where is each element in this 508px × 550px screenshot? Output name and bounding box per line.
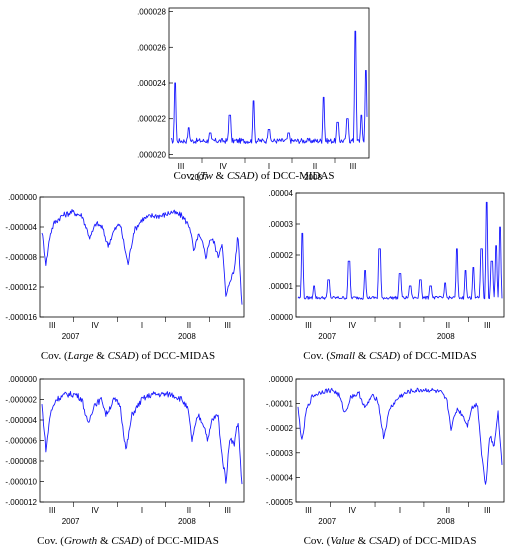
plot-frame [295,192,505,318]
panel-value: .00000 -.00001 -.00002 -.00003 -.00004 -.0000… [266,375,505,547]
chart-caption: Cov. (Large & CSAD) of DCC-MIDAS [41,350,215,362]
x-tick-label-quarter: I [399,506,401,515]
y-tick-label: -.00002 [266,424,294,433]
x-tick-label-year: 2007 [190,173,208,182]
x-tick-label-quarter: IV [91,506,99,515]
x-tick-label-quarter: III [484,506,491,515]
chart-caption: Cov. (Growth & CSAD) of DCC-MIDAS [37,535,219,547]
x-tick-label-quarter: III [49,321,56,330]
x-tick-label-quarter: IV [348,321,356,330]
x-tick-label-year: 2007 [318,517,336,526]
y-tick-label: .000028 [137,8,166,17]
y-tick-label: .00003 [269,220,294,229]
y-tick-label: -.000012 [5,498,37,507]
x-tick-label-quarter: IV [348,506,356,515]
y-tick-label: .000024 [137,79,166,88]
x-tick-label-quarter: III [305,506,312,515]
series-line-growth-csad [41,391,243,485]
x-tick-label-quarter: I [141,506,143,515]
x-tick-label-year: 2008 [178,332,196,341]
plot-frame [39,196,245,318]
y-tick-label: -.00004 [266,473,294,482]
y-tick-label: -.000002 [5,396,37,405]
y-tick-label: .000026 [137,43,166,52]
y-tick-label: -.000008 [5,457,37,466]
x-tick-label-quarter: IV [91,321,99,330]
x-tick-label-year: 2008 [178,517,196,526]
y-tick-label: -.00001 [266,400,294,409]
series-line-large-csad [41,208,243,305]
x-tick-label-quarter: III [224,506,231,515]
y-tick-label: -.000004 [5,416,37,425]
y-tick-label: .00000 [269,313,294,322]
y-axis-ticks: .000020 .000022 .000024 .000026 .000028 [137,8,173,159]
series-line-small-csad [297,201,503,300]
y-tick-label: -.000010 [5,478,37,487]
chart-caption: Cov. (Tw & CSAD) of DCC-MIDAS [173,170,334,182]
y-tick-label: -.000006 [5,437,37,446]
y-tick-label: .00001 [269,282,294,291]
y-axis-ticks: .00000 .00001 .00002 .00003 .00004 [269,189,300,322]
x-tick-label-quarter: III [484,321,491,330]
y-tick-label: .00004 [269,189,294,198]
x-tick-label-quarter: II [446,506,450,515]
chart-caption: Cov. (Small & CSAD) of DCC-MIDAS [303,350,476,362]
y-tick-label: -.00005 [266,498,294,507]
series-line-tw-csad [170,30,368,144]
y-axis-ticks: .000000 -.000004 -.000008 -.000012 -.000016 [5,193,44,322]
chart-caption: Cov. (Value & CSAD) of DCC-MIDAS [304,535,477,547]
x-tick-label-quarter: III [224,321,231,330]
x-tick-label-quarter: II [313,162,317,171]
x-tick-label-year: 2007 [62,332,80,341]
x-tick-label-year: 2008 [304,173,322,182]
panel-tw: .000020.000022.000024.000026.000028 III I… [137,8,370,182]
x-tick-label-quarter: II [187,321,191,330]
x-tick-label-quarter: II [446,321,450,330]
plot-frame [295,378,505,503]
y-tick-label: -.00003 [266,449,294,458]
x-tick-label-quarter: III [178,162,185,171]
x-tick-label-quarter: I [399,321,401,330]
x-tick-label-quarter: III [305,321,312,330]
y-tick-label: .00002 [269,251,294,260]
x-tick-label-quarter: I [141,321,143,330]
y-tick-label: -.000016 [5,313,37,322]
x-tick-label-quarter: III [49,506,56,515]
x-tick-label-year: 2007 [318,332,336,341]
y-tick-label: -.000004 [5,223,37,232]
x-tick-label-year: 2007 [62,517,80,526]
x-tick-label-quarter: IV [219,162,227,171]
y-tick-label: -.000012 [5,283,37,292]
y-tick-label: .000000 [8,375,37,384]
y-tick-label: .000020 [137,150,166,159]
y-tick-label: .00000 [269,375,294,384]
y-axis-ticks: .00000 -.00001 -.00002 -.00003 -.00004 -.0000… [266,375,300,507]
panel-large: .000000-.000004-.000008-.000012-.000016 … [5,193,245,362]
y-tick-label: .000000 [8,193,37,202]
y-axis-ticks: .000000 -.000002 -.000004 -.000006 -.000008 -… [5,375,44,507]
y-tick-label: .000022 [137,115,166,124]
series-line-value-csad [297,387,503,485]
x-tick-label-year: 2008 [437,517,455,526]
y-tick-label: -.000008 [5,253,37,262]
panel-small: .00000.00001.00002.00003.00004 III IV I II I… [269,189,505,362]
x-tick-label-year: 2008 [437,332,455,341]
panel-growth: .000000 -.000002 -.000004 -.000006 -.000008 -… [5,375,245,547]
x-tick-label-quarter: II [187,506,191,515]
x-tick-label-quarter: III [350,162,357,171]
x-tick-label-quarter: I [268,162,270,171]
